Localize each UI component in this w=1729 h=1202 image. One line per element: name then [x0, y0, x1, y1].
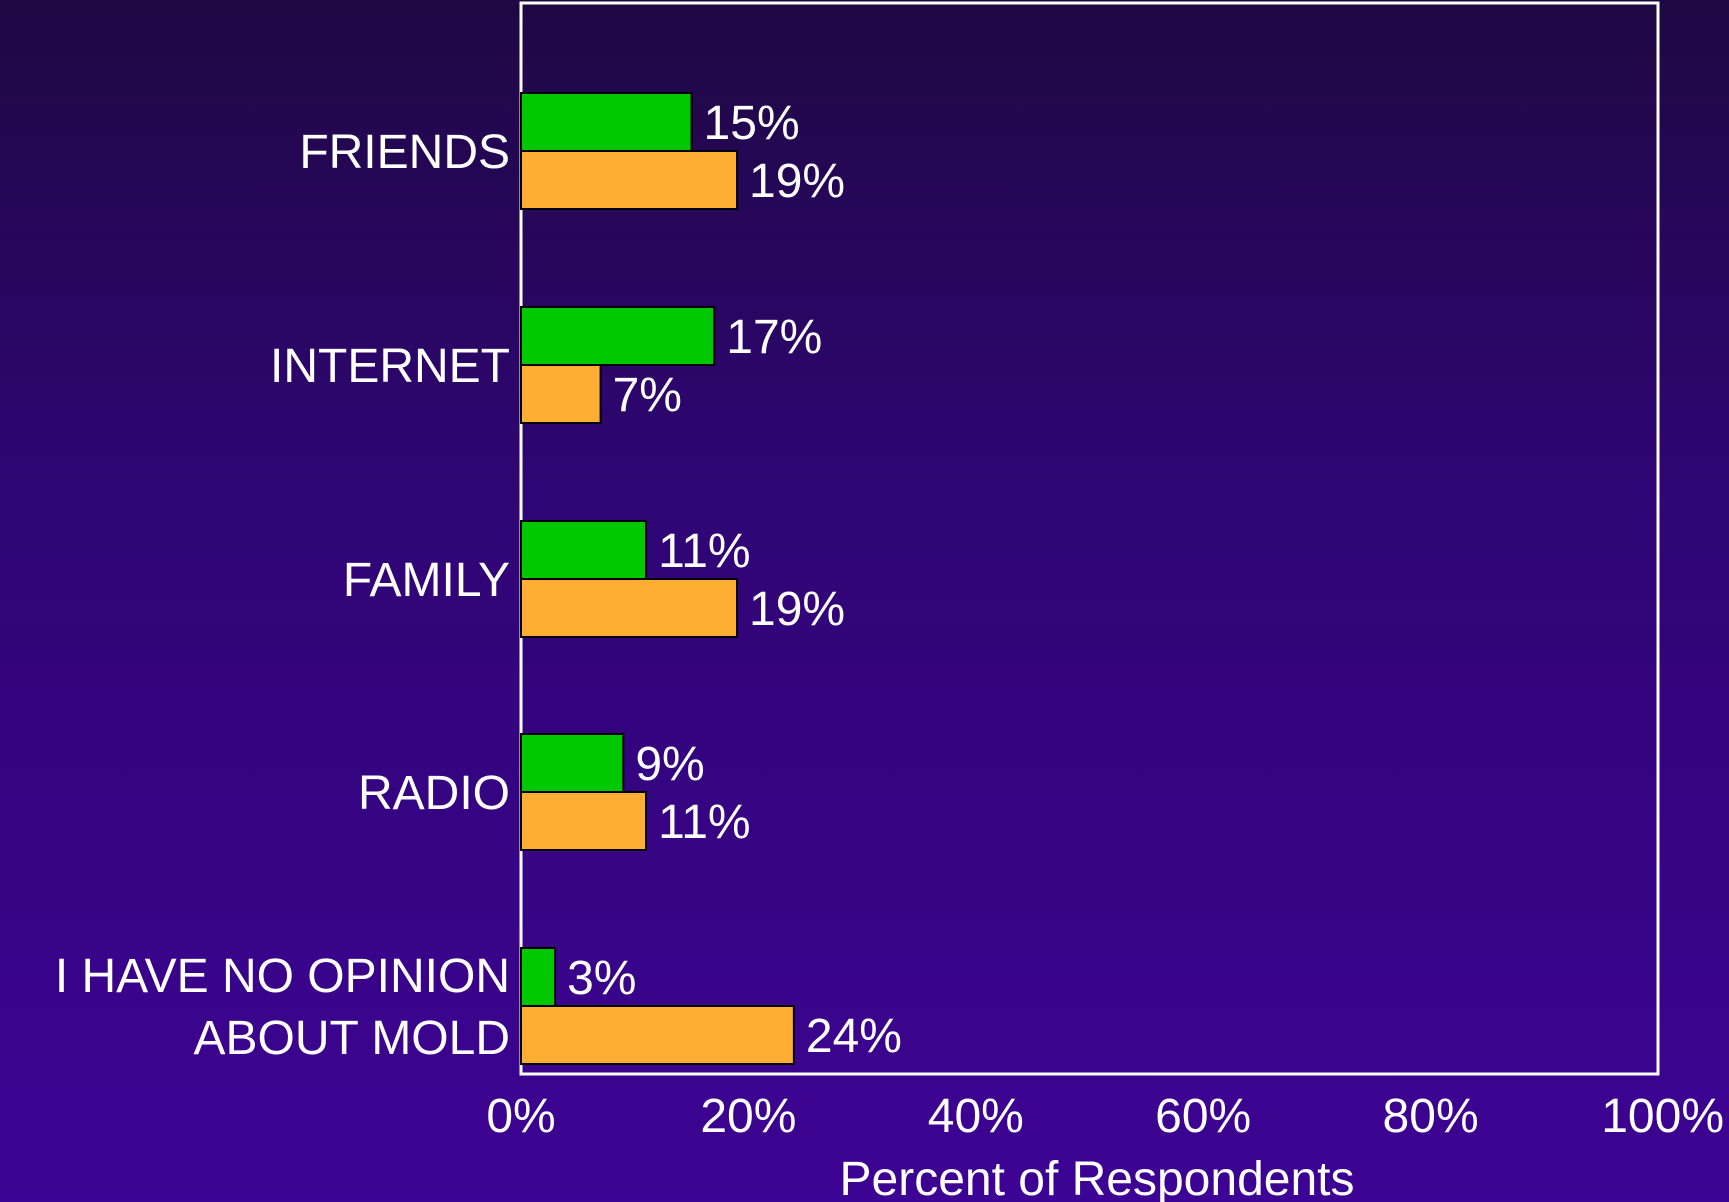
x-tick-label-1: 20%: [700, 1090, 796, 1143]
value-label-series2-2: 19%: [749, 583, 845, 636]
bar-series2-4: [520, 1005, 795, 1065]
bar-series2-2: [520, 578, 739, 638]
bar-series1-4: [520, 947, 557, 1007]
x-tick-label-5: 100%: [1601, 1090, 1724, 1143]
bar-series1-0: [520, 92, 693, 152]
value-label-series1-0: 15%: [704, 97, 800, 150]
bar-series2-1: [520, 364, 602, 424]
value-label-series2-3: 11%: [658, 796, 751, 849]
category-label-3: RADIO: [358, 767, 510, 820]
value-label-series2-4: 24%: [806, 1010, 902, 1063]
category-label-1: INTERNET: [270, 340, 510, 393]
value-label-series1-4: 3%: [567, 952, 636, 1005]
category-label-4-line0: I HAVE NO OPINION: [55, 950, 510, 1003]
category-labels-layer: FRIENDS INTERNET FAMILY RADIO I HAVE NO OPIN…: [55, 126, 510, 1065]
category-label-4-line1: ABOUT MOLD: [194, 1012, 511, 1065]
category-label-0: FRIENDS: [299, 126, 510, 179]
value-label-series1-1: 17%: [726, 311, 822, 364]
value-label-series1-2: 11%: [658, 525, 751, 578]
category-label-2: FAMILY: [343, 554, 510, 607]
x-tick-label-2: 40%: [928, 1090, 1024, 1143]
value-label-series1-3: 9%: [635, 738, 704, 791]
x-tick-labels-layer: 0% 20% 40% 60% 80% 100%: [486, 1090, 1724, 1143]
x-tick-label-3: 60%: [1155, 1090, 1251, 1143]
value-label-series2-1: 7%: [613, 369, 682, 422]
x-axis-title: Percent of Respondents: [840, 1153, 1355, 1202]
bars-layer: [520, 92, 795, 1065]
value-labels-layer: 15%19%17%7%11%19%9%11%3%24%: [567, 97, 902, 1063]
bar-series1-3: [520, 733, 625, 793]
bar-series1-2: [520, 520, 648, 580]
bar-series2-3: [520, 791, 648, 851]
x-tick-label-4: 80%: [1383, 1090, 1479, 1143]
bar-series2-0: [520, 150, 739, 210]
bar-series1-1: [520, 306, 716, 366]
value-label-series2-0: 19%: [749, 155, 845, 208]
x-tick-label-0: 0%: [486, 1090, 555, 1143]
